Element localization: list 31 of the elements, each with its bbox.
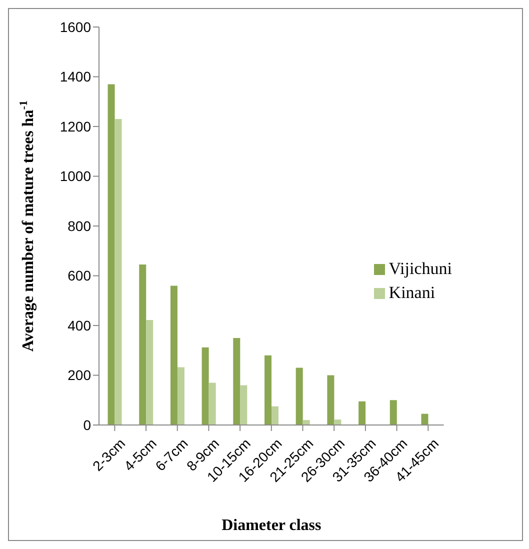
bar xyxy=(240,385,248,425)
y-tick-label: 0 xyxy=(83,416,92,433)
bar xyxy=(296,368,303,425)
y-tick-label: 600 xyxy=(68,268,92,284)
y-tick-label: 1000 xyxy=(60,168,92,184)
bar xyxy=(272,406,279,425)
legend-label: Vijichuni xyxy=(388,259,452,279)
bar xyxy=(208,382,216,425)
bar xyxy=(421,414,428,425)
bar xyxy=(390,400,397,425)
bar xyxy=(302,420,310,425)
bar xyxy=(233,338,240,425)
bar xyxy=(264,355,272,425)
bar xyxy=(177,367,184,425)
bar xyxy=(114,119,122,425)
y-tick-label: 200 xyxy=(68,367,92,384)
x-axis-title: Diameter class xyxy=(222,517,322,534)
y-tick-label: 1600 xyxy=(60,18,92,35)
legend-label: Kinani xyxy=(388,283,436,303)
bar xyxy=(139,264,146,425)
bar xyxy=(170,286,178,425)
bar xyxy=(327,375,334,425)
y-tick-label: 800 xyxy=(68,218,92,234)
y-tick-label: 1200 xyxy=(60,118,92,134)
bar xyxy=(334,420,342,425)
y-tick-label: 400 xyxy=(68,317,92,334)
bar xyxy=(358,401,366,425)
bar xyxy=(146,320,154,425)
bar xyxy=(202,347,209,425)
bar xyxy=(108,84,115,425)
y-tick-label: 1400 xyxy=(60,68,92,85)
